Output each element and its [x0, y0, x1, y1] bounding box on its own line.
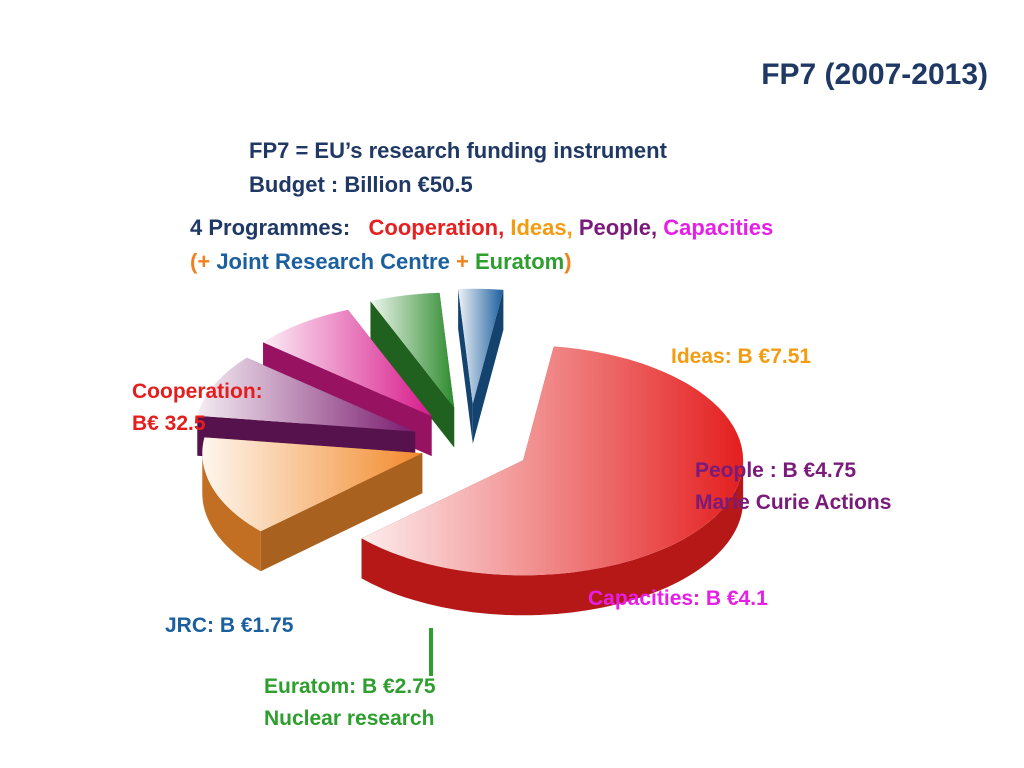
slice-top-ideas	[202, 437, 423, 532]
extra-close-paren: )	[564, 249, 572, 274]
slice-wall-euratom	[370, 301, 455, 448]
slice-top-euratom	[370, 292, 455, 408]
programmes-line: 4 Programmes: Cooperation, Ideas, People…	[190, 211, 773, 245]
slice-label-people: People : B €4.75	[695, 459, 856, 482]
programmes-list: Cooperation, Ideas, People, Capacities	[369, 215, 774, 240]
slice-label-ideas: Ideas: B €7.51	[671, 345, 811, 368]
jrc-text: Joint Research Centre	[216, 249, 450, 274]
slice-label-capacities: Capacities: B €4.1	[588, 587, 768, 610]
programme-ideas: Ideas	[510, 215, 567, 240]
slice-label-cooperation: B€ 32.5	[132, 412, 206, 435]
slice-top-people	[197, 357, 416, 432]
slice-label-cooperation: Cooperation:	[132, 380, 263, 403]
programme-people: People	[578, 215, 651, 240]
programme-separator: ,	[498, 215, 511, 240]
programmes-label: 4 Programmes:	[190, 215, 351, 240]
slice-label-euratom: Euratom: B €2.75	[264, 675, 436, 698]
slice-top-cooperation	[361, 346, 744, 576]
slice-wall-jrc	[472, 289, 504, 444]
slice-wall-jrc	[458, 289, 473, 444]
plus-sign-2: +	[455, 249, 469, 274]
programme-separator: ,	[566, 215, 579, 240]
slice-euratom	[370, 292, 455, 448]
slice-top-jrc	[458, 288, 504, 404]
slice-label-jrc: JRC: B €1.75	[165, 614, 294, 637]
programme-capacities: Capacities	[663, 215, 774, 240]
intro-line-1: FP7 = EU’s research funding instrument	[249, 138, 667, 163]
extra-open-paren: (	[190, 249, 198, 274]
programme-separator: ,	[650, 215, 664, 240]
slice-jrc	[458, 288, 504, 444]
slice-label-euratom: Nuclear research	[264, 707, 434, 730]
slice-ideas	[202, 437, 423, 572]
slice-top-capacities	[263, 309, 432, 417]
intro-line-2: Budget : Billion €50.5	[249, 172, 473, 197]
programme-cooperation: Cooperation	[368, 215, 499, 240]
slice-label-people: Marie Curie Actions	[695, 491, 891, 514]
programmes-extra-line: (+ Joint Research Centre + Euratom)	[190, 245, 572, 279]
euratom-text: Euratom	[474, 249, 565, 274]
slice-cooperation	[361, 346, 744, 616]
slice-rim-ideas	[202, 453, 261, 572]
slice-rim-cooperation	[361, 460, 744, 616]
page-title: FP7 (2007-2013)	[761, 58, 988, 91]
plus-sign-1: +	[197, 249, 211, 274]
